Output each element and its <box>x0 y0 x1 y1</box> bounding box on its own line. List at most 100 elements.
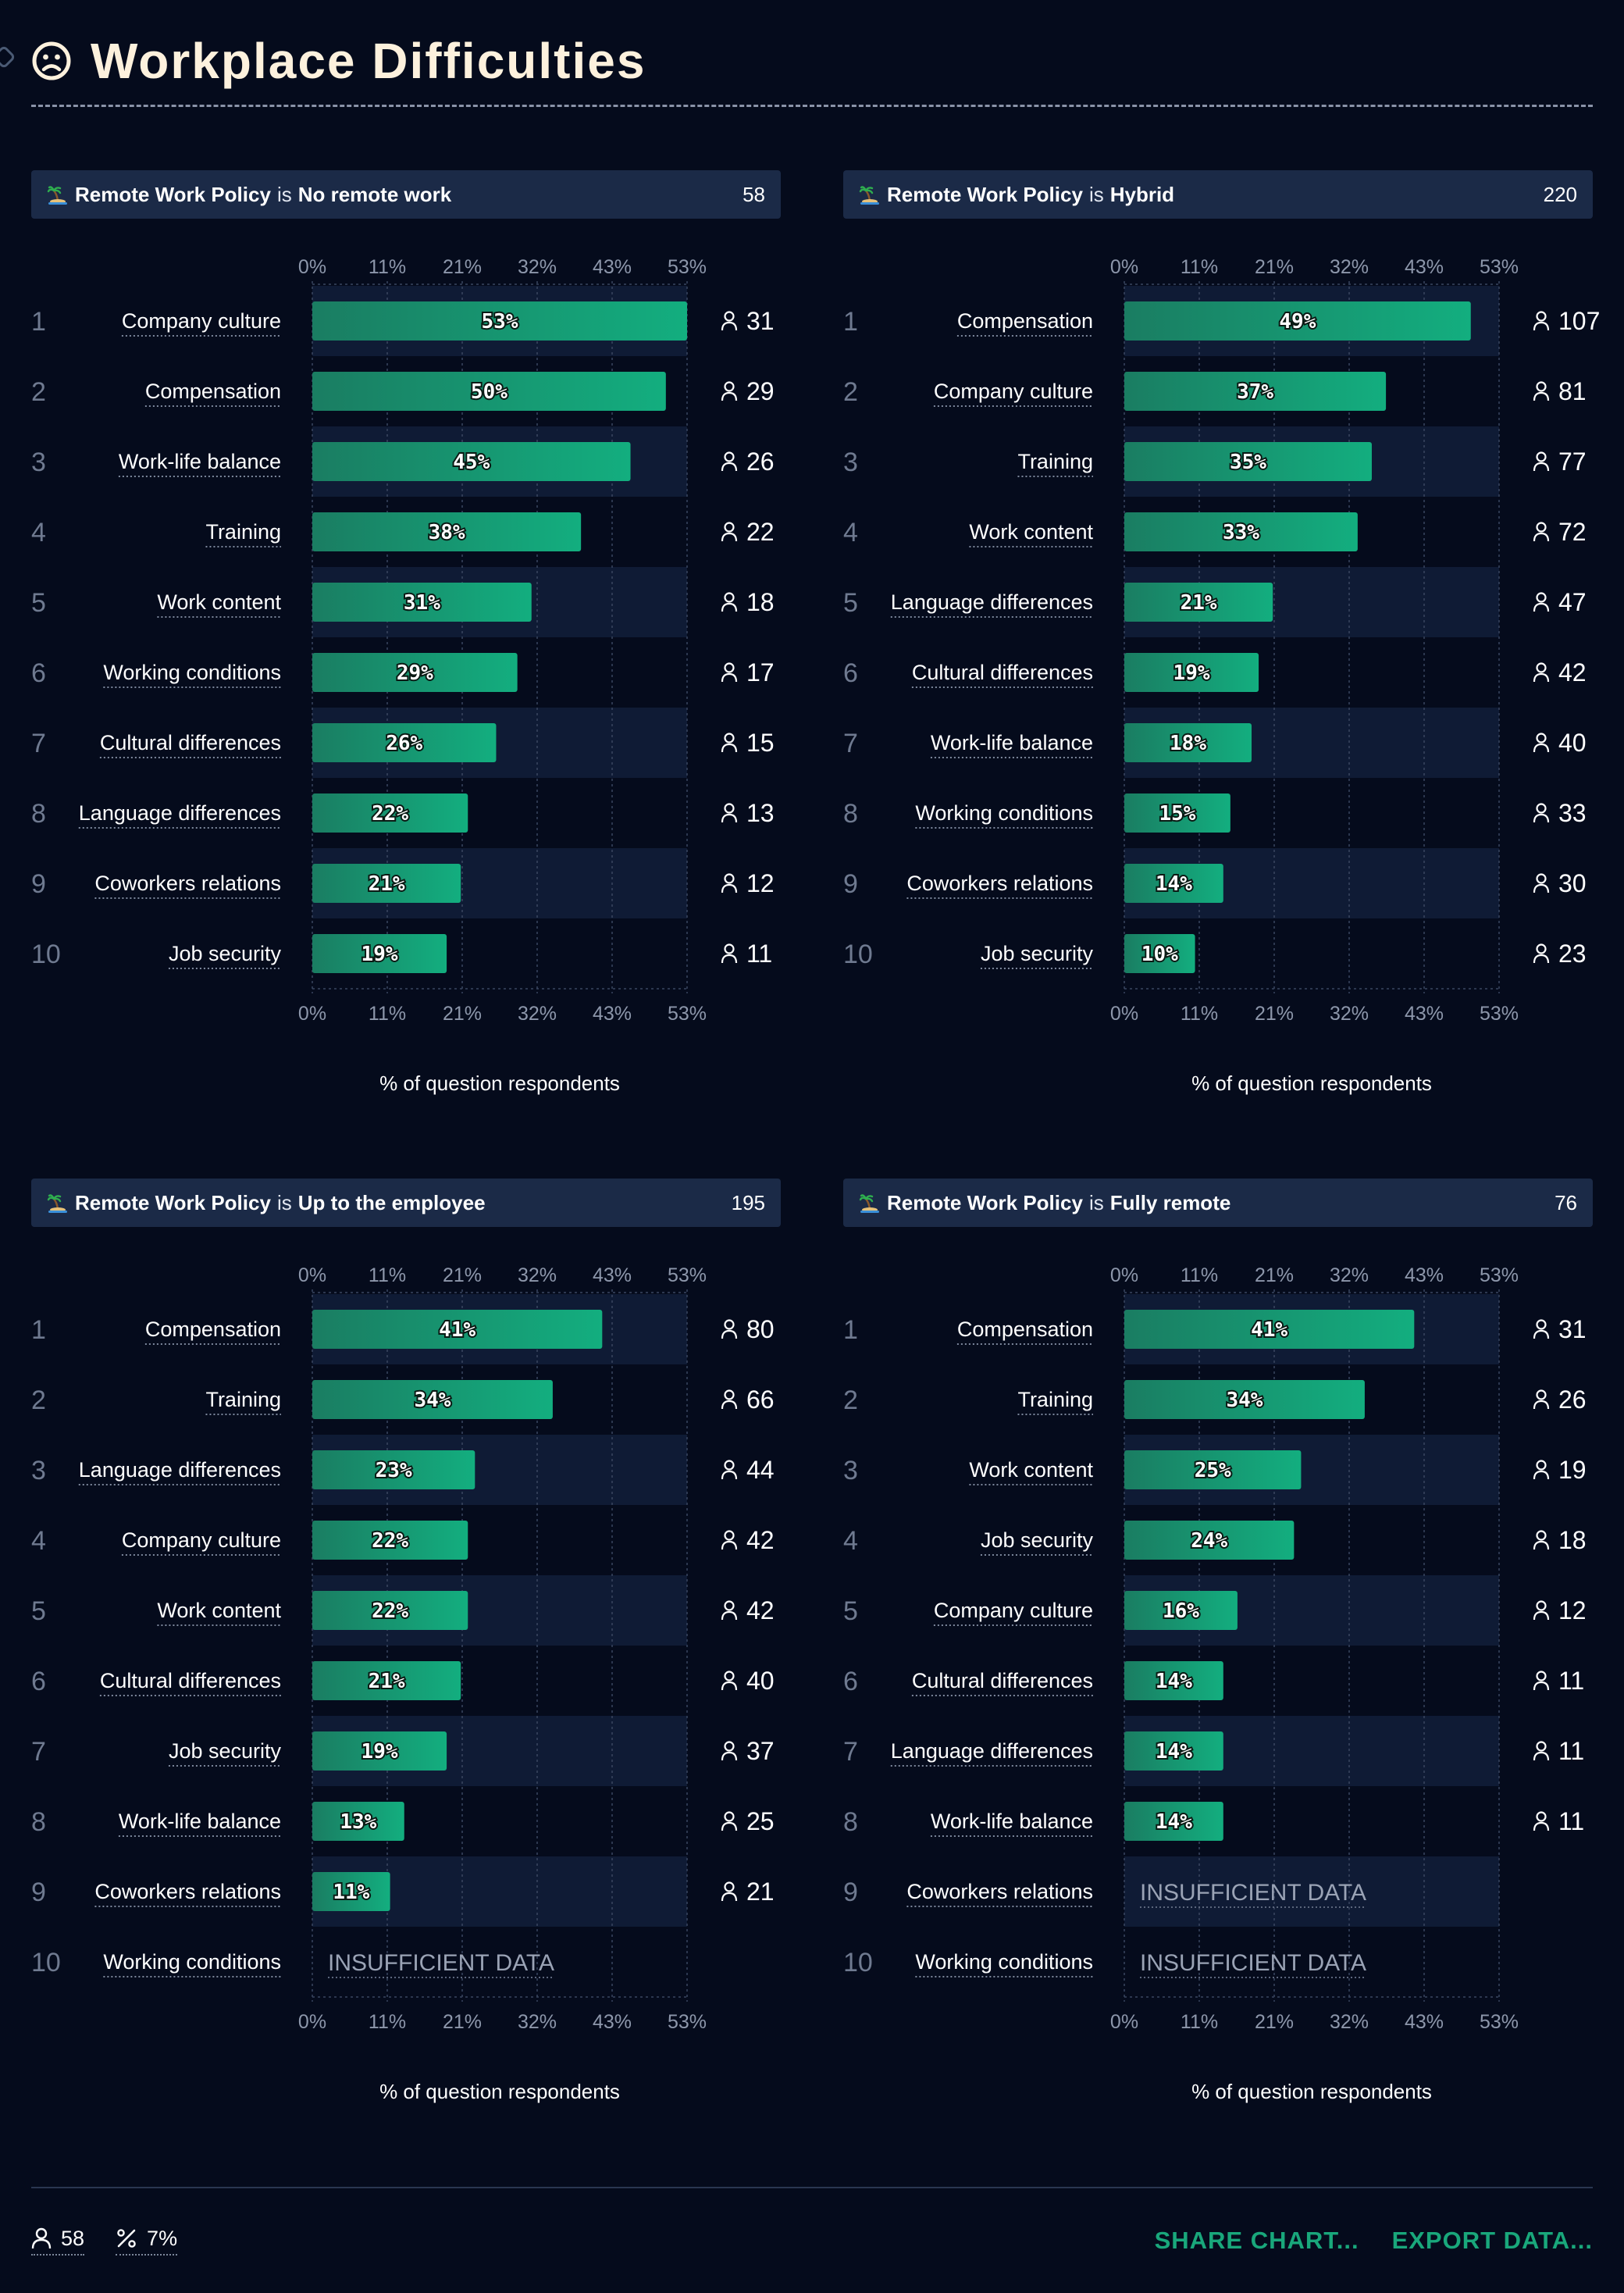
category-label[interactable]: Training <box>1017 1388 1093 1411</box>
category-label[interactable]: Language differences <box>79 801 281 825</box>
category-label[interactable]: Company culture <box>934 1599 1093 1622</box>
bar[interactable] <box>312 1380 553 1419</box>
person-icon <box>721 733 738 753</box>
bar[interactable] <box>312 442 631 481</box>
panel-header[interactable]: Remote Work Policy is Fully remote 76 <box>843 1179 1593 1227</box>
panel-header[interactable]: Remote Work Policy is Up to the employee… <box>31 1179 781 1227</box>
bar[interactable] <box>1124 1731 1223 1771</box>
category-label[interactable]: Job security <box>169 942 282 965</box>
bar[interactable] <box>312 1310 603 1349</box>
category-label[interactable]: Compensation <box>957 1318 1093 1341</box>
tick-label-bottom: 32% <box>1330 1003 1369 1025</box>
category-label[interactable]: Work content <box>969 520 1093 544</box>
category-label[interactable]: Coworkers relations <box>906 872 1093 895</box>
category-label[interactable]: Coworkers relations <box>906 1880 1093 1903</box>
export-data-button[interactable]: EXPORT DATA... <box>1391 2227 1593 2254</box>
category-label[interactable]: Job security <box>981 1528 1094 1552</box>
respondents-stat[interactable]: 58 <box>31 2227 85 2256</box>
category-label[interactable]: Work content <box>969 1458 1093 1482</box>
panel-header[interactable]: Remote Work Policy is Hybrid 220 <box>843 170 1593 219</box>
category-label[interactable]: Language differences <box>79 1458 281 1482</box>
category-label[interactable]: Work content <box>157 1599 281 1622</box>
bar[interactable] <box>1124 1591 1238 1630</box>
category-label[interactable]: Compensation <box>957 309 1093 333</box>
bar[interactable] <box>312 512 582 551</box>
category-label[interactable]: Work-life balance <box>931 731 1093 754</box>
bar[interactable] <box>312 372 666 411</box>
category-label[interactable]: Company culture <box>122 1528 281 1552</box>
bar[interactable] <box>1124 793 1230 833</box>
bar[interactable] <box>312 301 687 341</box>
bar[interactable] <box>312 1591 468 1630</box>
bar[interactable] <box>1124 583 1273 622</box>
category-label[interactable]: Work-life balance <box>119 1810 281 1833</box>
bar[interactable] <box>1124 301 1471 341</box>
category-label[interactable]: Cultural differences <box>912 661 1093 684</box>
bar[interactable] <box>312 1872 390 1911</box>
category-label[interactable]: Working conditions <box>915 801 1093 825</box>
bar[interactable] <box>1124 864 1223 903</box>
bar-value-label: 35% <box>1230 451 1266 474</box>
category-label[interactable]: Company culture <box>934 380 1093 403</box>
bar[interactable] <box>1124 934 1195 973</box>
bar[interactable] <box>1124 1310 1415 1349</box>
category-label[interactable]: Training <box>205 1388 281 1411</box>
x-axis-title: % of question respondents <box>379 2080 620 2103</box>
person-icon <box>1533 873 1550 893</box>
bar[interactable] <box>1124 653 1259 692</box>
bar[interactable] <box>1124 372 1387 411</box>
bar[interactable] <box>1124 1661 1223 1700</box>
filter-value: No remote work <box>297 182 452 206</box>
category-label[interactable]: Working conditions <box>103 1950 281 1974</box>
category-label[interactable]: Compensation <box>145 380 281 403</box>
bar[interactable] <box>312 723 497 762</box>
category-label[interactable]: Job security <box>981 942 1094 965</box>
bar[interactable] <box>312 793 468 833</box>
category-label[interactable]: Cultural differences <box>912 1669 1093 1692</box>
bar[interactable] <box>312 934 447 973</box>
category-label[interactable]: Cultural differences <box>100 1669 281 1692</box>
category-label[interactable]: Work-life balance <box>931 1810 1093 1833</box>
bar[interactable] <box>312 1731 447 1771</box>
category-label[interactable]: Language differences <box>891 1739 1093 1763</box>
bar[interactable] <box>312 1450 475 1489</box>
category-label[interactable]: Working conditions <box>915 1950 1093 1974</box>
category-label[interactable]: Job security <box>169 1739 282 1763</box>
permalink-icon[interactable] <box>0 45 16 70</box>
bar[interactable] <box>1124 442 1372 481</box>
percent-stat[interactable]: 7% <box>116 2227 178 2256</box>
bar[interactable] <box>312 583 532 622</box>
category-label[interactable]: Coworkers relations <box>94 872 281 895</box>
category-label[interactable]: Work content <box>157 590 281 614</box>
bar[interactable] <box>312 1521 468 1560</box>
rank-number: 2 <box>843 377 858 407</box>
respondent-count: 31 <box>746 307 775 335</box>
category-label[interactable]: Compensation <box>145 1318 281 1341</box>
category-label[interactable]: Working conditions <box>103 661 281 684</box>
bar[interactable] <box>1124 512 1358 551</box>
category-label[interactable]: Training <box>205 520 281 544</box>
bar[interactable] <box>1124 1380 1365 1419</box>
person-icon <box>721 1389 738 1410</box>
rank-number: 2 <box>843 1385 858 1415</box>
bar[interactable] <box>1124 1521 1295 1560</box>
person-icon <box>1533 522 1550 542</box>
category-label[interactable]: Cultural differences <box>100 731 281 754</box>
panel-header[interactable]: Remote Work Policy is No remote work 58 <box>31 170 781 219</box>
bar[interactable] <box>312 1802 404 1841</box>
bar[interactable] <box>312 653 518 692</box>
category-label[interactable]: Company culture <box>122 309 281 333</box>
rank-number: 9 <box>31 869 46 899</box>
category-label[interactable]: Coworkers relations <box>94 1880 281 1903</box>
tick-label-bottom: 43% <box>1405 2011 1444 2033</box>
bar[interactable] <box>1124 1802 1223 1841</box>
bar[interactable] <box>312 1661 461 1700</box>
tick-label-bottom: 0% <box>1110 1003 1138 1025</box>
bar[interactable] <box>1124 723 1252 762</box>
category-label[interactable]: Work-life balance <box>119 450 281 473</box>
bar[interactable] <box>312 864 461 903</box>
category-label[interactable]: Training <box>1017 450 1093 473</box>
category-label[interactable]: Language differences <box>891 590 1093 614</box>
bar[interactable] <box>1124 1450 1302 1489</box>
share-chart-button[interactable]: SHARE CHART... <box>1154 2227 1359 2254</box>
